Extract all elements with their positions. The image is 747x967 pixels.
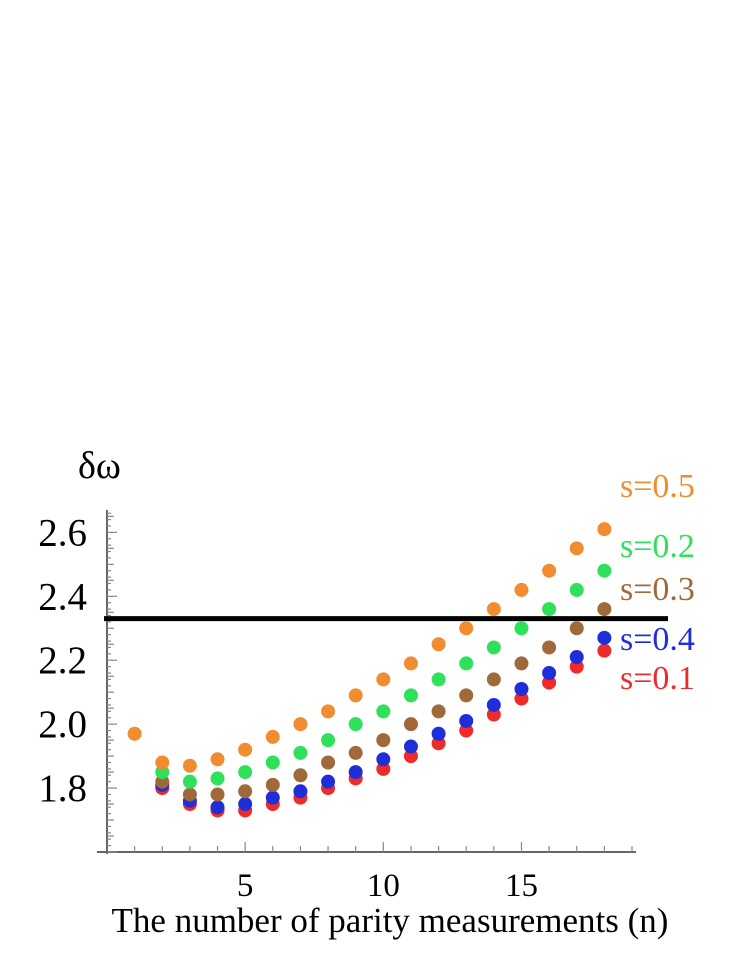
data-point [542, 675, 557, 690]
data-point [542, 602, 557, 617]
data-point [459, 656, 474, 671]
data-points [127, 522, 612, 818]
data-point [293, 717, 308, 732]
data-point [238, 765, 253, 780]
legend-label: s=0.1 [620, 660, 695, 697]
data-point [597, 602, 612, 617]
data-point [597, 522, 612, 537]
data-point [597, 563, 612, 578]
data-point [569, 582, 584, 597]
data-point [321, 704, 336, 719]
data-point [514, 656, 529, 671]
data-point [376, 761, 391, 776]
data-point [265, 777, 280, 792]
data-point [597, 630, 612, 645]
data-point [348, 765, 363, 780]
axes: 1.8 2.0 2.2 2.4 2.6 5 10 15 [38, 510, 636, 904]
y-tick-label: 2.6 [38, 511, 87, 554]
data-point [265, 790, 280, 805]
data-point [321, 755, 336, 770]
data-point [597, 643, 612, 658]
data-point [321, 733, 336, 748]
data-point [569, 650, 584, 665]
data-point [403, 717, 418, 732]
data-point [293, 768, 308, 783]
data-point [376, 752, 391, 767]
data-point [486, 640, 501, 655]
data-point [403, 739, 418, 754]
data-point [238, 784, 253, 799]
data-point [155, 755, 170, 770]
data-point [321, 774, 336, 789]
data-point [569, 659, 584, 674]
data-point [542, 640, 557, 655]
data-point [265, 755, 280, 770]
data-point [514, 621, 529, 636]
data-point [210, 771, 225, 786]
data-point [431, 704, 446, 719]
y-tick-label: 2.2 [38, 639, 87, 682]
data-point [459, 688, 474, 703]
data-point [459, 713, 474, 728]
data-point [403, 749, 418, 764]
data-point [210, 800, 225, 815]
data-point [486, 697, 501, 712]
data-point [459, 723, 474, 738]
data-point [514, 691, 529, 706]
data-point [210, 787, 225, 802]
data-point [431, 637, 446, 652]
data-point [238, 797, 253, 812]
data-point [182, 758, 197, 773]
data-point [514, 582, 529, 597]
data-point [431, 672, 446, 687]
data-point [569, 621, 584, 636]
data-point [459, 621, 474, 636]
data-point [376, 672, 391, 687]
legend-label: s=0.4 [620, 621, 695, 658]
data-point [514, 681, 529, 696]
data-point [210, 752, 225, 767]
legend-label: s=0.3 [620, 571, 695, 608]
data-point [569, 541, 584, 556]
y-tick-label: 2.0 [38, 703, 87, 746]
data-point [431, 736, 446, 751]
data-point [182, 787, 197, 802]
data-point [403, 688, 418, 703]
y-tick-label: 1.8 [38, 767, 87, 810]
data-point [486, 602, 501, 617]
data-point [293, 784, 308, 799]
data-point [348, 717, 363, 732]
data-point [486, 672, 501, 687]
data-point [265, 729, 280, 744]
x-tick-label: 15 [505, 868, 538, 904]
data-point [293, 745, 308, 760]
data-point [155, 774, 170, 789]
data-point [486, 707, 501, 722]
legend: s=0.5 s=0.2 s=0.3 s=0.4s=0.1 [620, 468, 695, 697]
series-s=0.3 [155, 602, 612, 802]
x-tick-label: 5 [237, 868, 254, 904]
series-s=0.2 [155, 563, 612, 789]
y-axis-label: δω [78, 445, 121, 487]
data-point [182, 774, 197, 789]
data-point [238, 742, 253, 757]
data-point [403, 656, 418, 671]
legend-label: s=0.2 [620, 528, 695, 565]
x-tick-label: 10 [367, 868, 400, 904]
legend-label: s=0.5 [620, 468, 695, 505]
y-tick-label: 2.4 [38, 575, 87, 618]
data-point [348, 688, 363, 703]
data-point [127, 726, 142, 741]
data-point [155, 765, 170, 780]
series-s=0.5 [127, 522, 612, 773]
data-point [376, 704, 391, 719]
x-axis-label: The number of parity measurements (n) [112, 901, 669, 940]
data-point [376, 733, 391, 748]
data-point [542, 666, 557, 681]
data-point [348, 745, 363, 760]
data-point [542, 563, 557, 578]
data-point [431, 726, 446, 741]
